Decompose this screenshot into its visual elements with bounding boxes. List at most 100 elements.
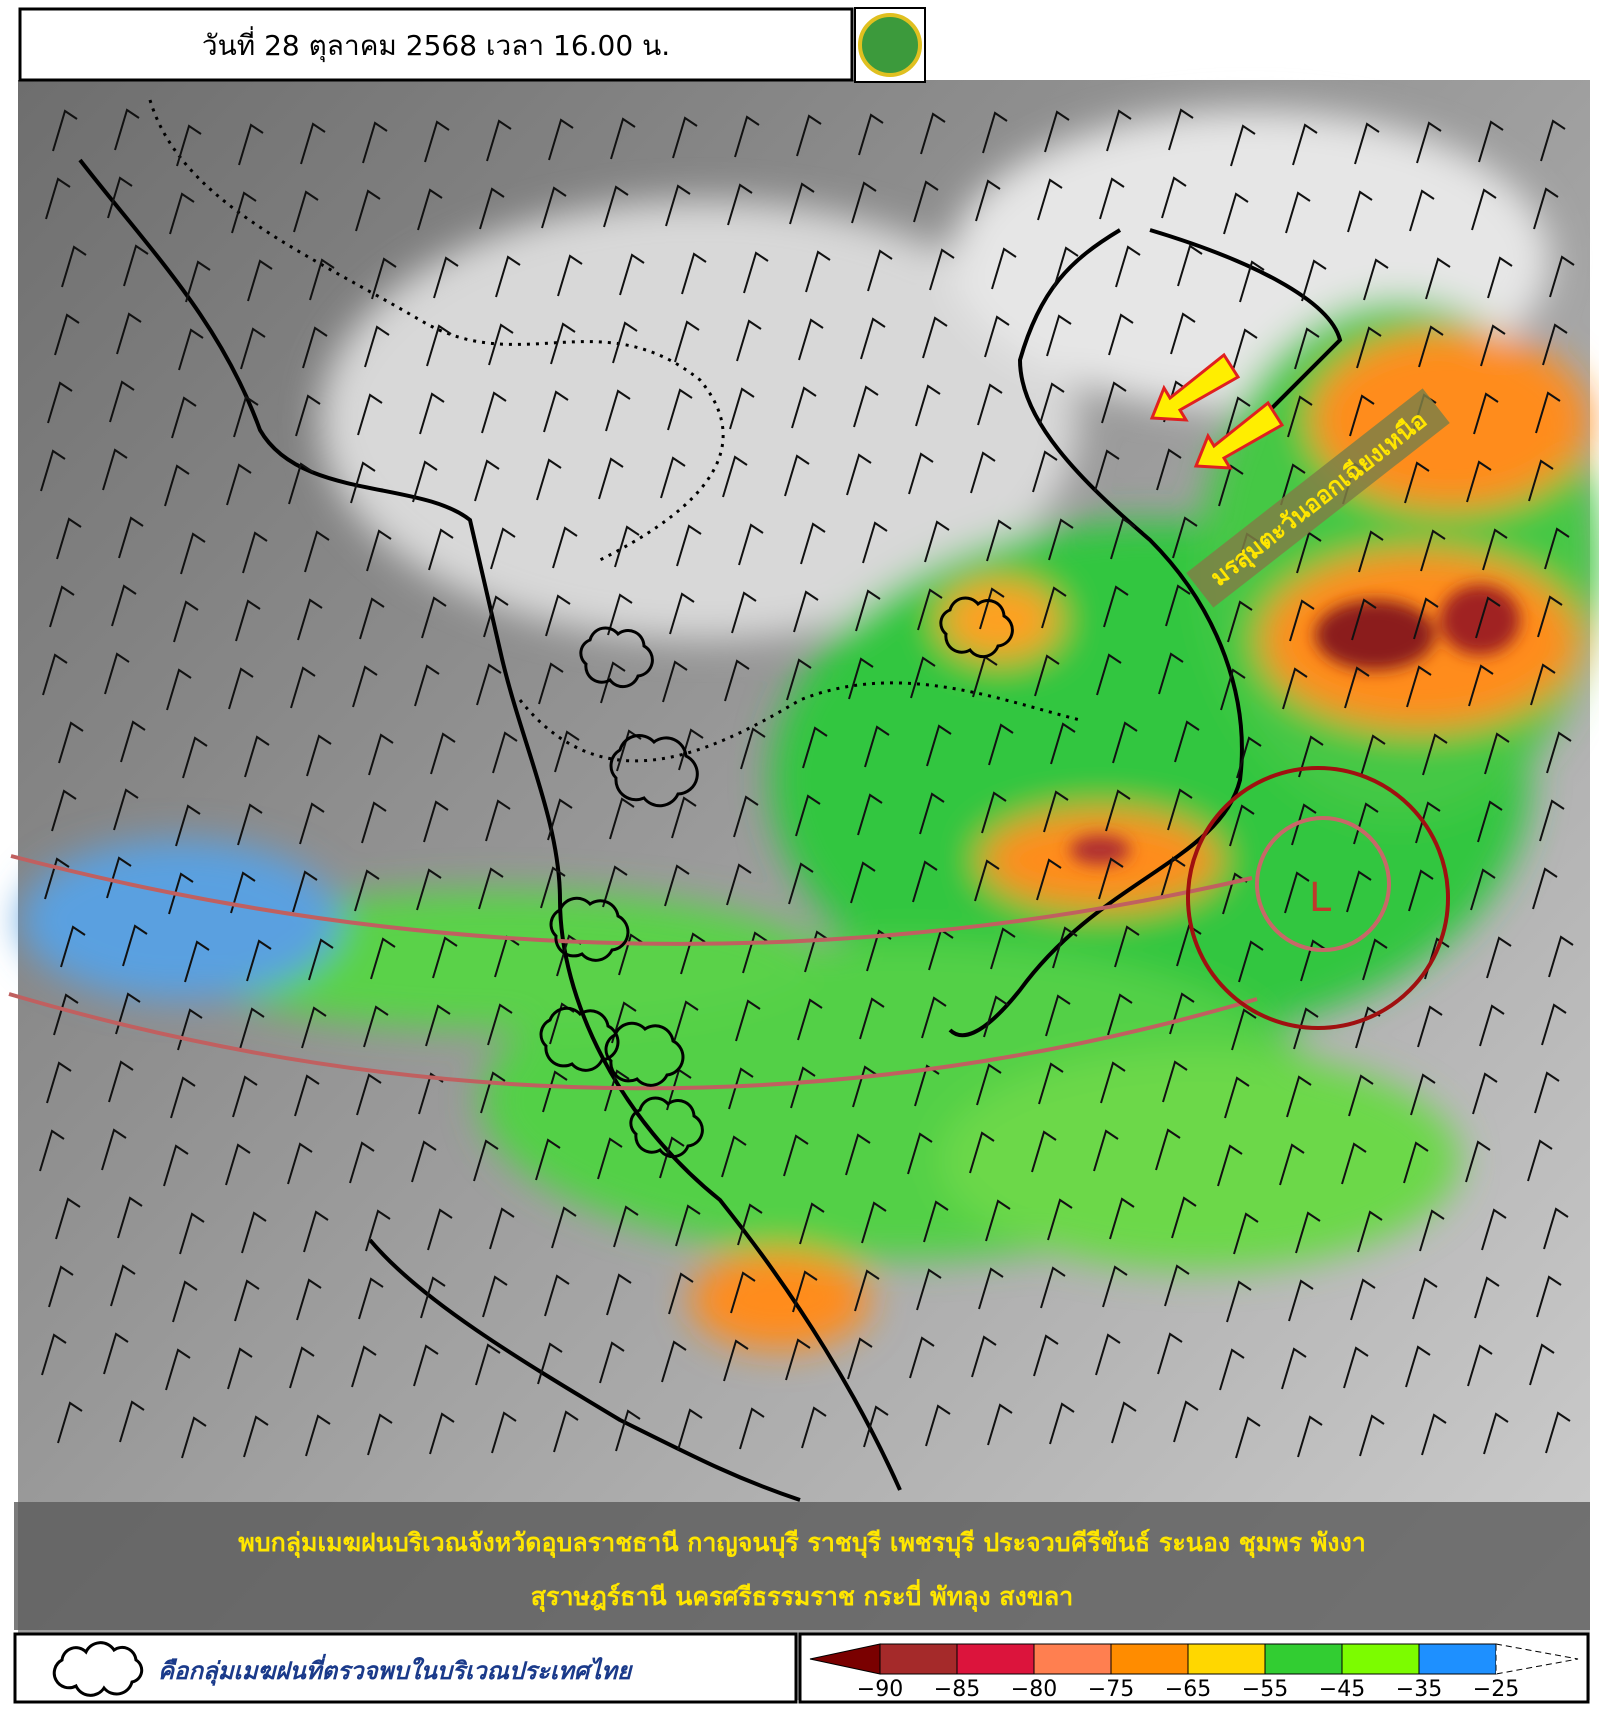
wind-barb [225,1143,251,1186]
wind-barb [165,1348,191,1391]
wind-barb [1048,518,1074,561]
wind-barb [490,527,516,570]
wind-barb [1231,1008,1257,1051]
wind-barb [1217,1144,1243,1187]
wind-barb [1474,1276,1500,1319]
wind-barb [367,1413,393,1456]
wind-barb [801,1406,827,1449]
wind-barb [983,995,1009,1038]
low-pressure-outer [1186,766,1450,1030]
wind-barb [106,856,132,899]
wind-barb [664,864,690,907]
wind-barb [1360,734,1386,777]
wind-barb [1541,1003,1567,1046]
wind-barb [1529,1343,1555,1386]
wind-barb [1223,192,1249,235]
wind-barb [1280,463,1306,506]
wind-barb [538,662,564,705]
wind-barb [729,387,755,430]
wind-barb [845,1133,871,1176]
wind-barb [1420,529,1446,572]
wind-barb [978,1267,1004,1310]
wind-barb [915,384,941,427]
wind-barb [1046,314,1072,357]
wind-barb [41,1333,67,1376]
wind-barb [361,801,387,844]
wind-barb [661,1340,687,1383]
wind-barb [1471,188,1497,231]
wind-barb [1465,1140,1491,1183]
wind-barb [172,1280,198,1323]
wind-barb [730,1271,756,1314]
wind-barb [42,653,68,696]
wind-barb [1279,1143,1305,1186]
wind-barb [1282,667,1308,710]
wind-barb [854,1269,880,1312]
wind-barb [674,320,700,363]
wind-barb [481,391,507,434]
wind-barb [742,931,768,974]
colorbar-end [1495,1643,1579,1675]
wind-barb [357,393,383,436]
wind-barb [602,865,628,908]
wind-barb [681,252,707,295]
low-pressure-inner [1255,816,1391,952]
colorbar-segment [956,1643,1035,1675]
wind-barb [1043,790,1069,833]
wind-barb [1358,530,1384,573]
wind-barb [231,191,257,234]
wind-barb [660,456,686,499]
wind-barb [975,179,1001,222]
wind-barb [48,1265,74,1308]
wind-barb [40,449,66,492]
wind-barb [1298,735,1324,778]
wind-barb [412,460,438,503]
colorbar-label: −55 [1242,1677,1288,1702]
wind-barb [986,519,1012,562]
wind-barb [1419,1209,1445,1252]
legend-label: คือกลุ่มเมฆฝนที่ตรวจพบในบริเวณประเทศไทย [158,1653,633,1686]
wind-barb [1170,312,1196,355]
wind-barb [61,245,87,288]
wind-barb [977,383,1003,426]
wind-barb [597,1137,623,1180]
wind-barb [789,182,815,225]
wind-barb [552,526,578,569]
wind-barb [1297,1415,1323,1458]
wind-barb [1527,1139,1553,1182]
wind-barb [1100,1061,1126,1104]
wind-barb [232,1075,258,1118]
wind-barb [1094,449,1120,492]
wind-barb [797,998,823,1041]
wind-barb [364,325,390,368]
wind-barb [1468,664,1494,707]
wind-barb [909,1336,935,1379]
wind-barb [294,1074,320,1117]
wind-barb [855,589,881,632]
wind-barb [1165,584,1191,627]
wind-barb [1050,722,1076,765]
wind-barb [52,109,78,152]
wind-barb [423,800,449,843]
wind-barb [990,927,1016,970]
wind-barb [355,189,381,232]
wind-barb [1158,652,1184,695]
wind-barb [182,736,208,779]
wind-barb [227,1347,253,1390]
wind-barb [1220,668,1246,711]
wind-barb [1300,939,1326,982]
wind-barb [119,1400,145,1443]
wind-barb [727,183,753,226]
wind-barb [1112,721,1138,764]
wind-barb [429,1412,455,1455]
wind-barb [356,1073,382,1116]
wind-barb [858,113,884,156]
wind-barb [1416,121,1442,164]
wind-barb [491,1411,517,1454]
wind-barb [982,111,1008,154]
cold-cloud-cores [1070,585,1520,865]
wind-barb [612,321,638,364]
wind-barb [102,448,128,491]
wind-barb [925,1404,951,1447]
wind-barb [1286,1075,1312,1118]
